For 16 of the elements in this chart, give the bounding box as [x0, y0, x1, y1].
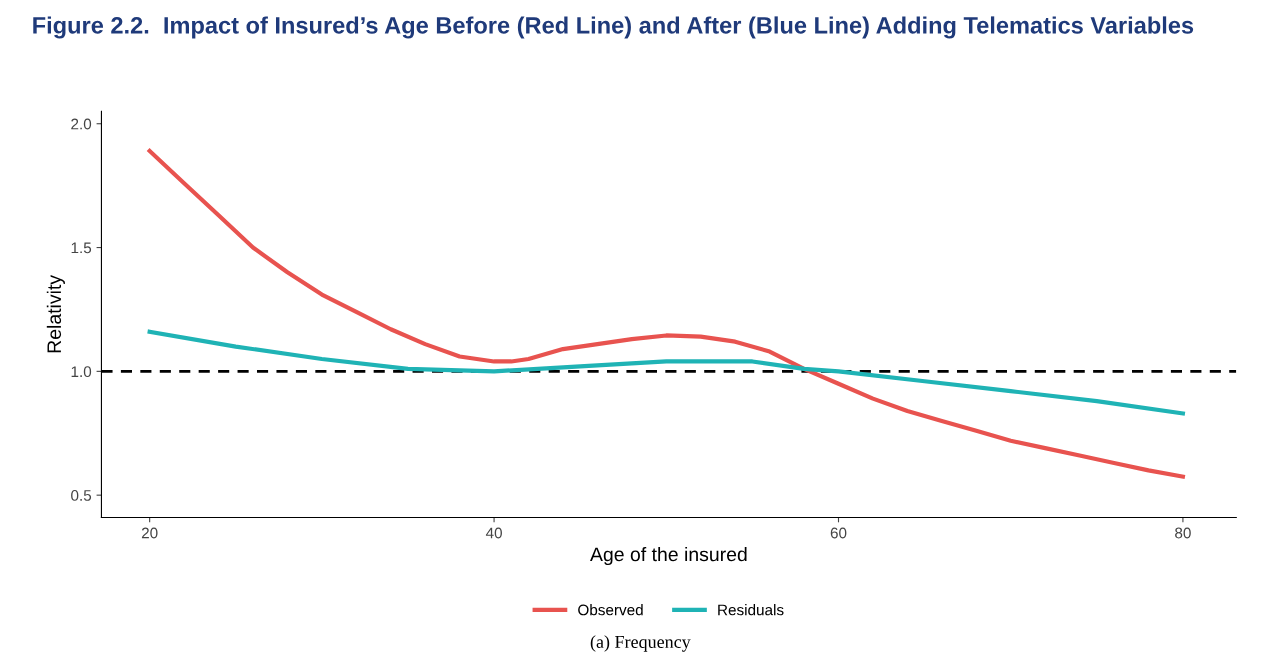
legend-label: Residuals	[718, 604, 784, 616]
y-axis-title: Relativity	[46, 275, 65, 353]
text: (a) Frequency	[590, 635, 691, 652]
x-tick-label: 60	[830, 527, 847, 539]
line-series	[147, 148, 1186, 479]
x-tick-label: 80	[1175, 527, 1191, 539]
x-tick-label: 40	[485, 527, 502, 539]
y-tick-label: 2.0	[71, 118, 92, 130]
y-tick-label: 1.5	[71, 242, 92, 254]
x-tick-label: 20	[141, 527, 158, 539]
y-tick-label: 0.5	[71, 490, 92, 501]
legend-label: Observed	[578, 604, 643, 616]
line-series	[147, 329, 1186, 416]
x-axis-title: Age of the insured	[590, 546, 747, 566]
y-tick-label: 1.0	[71, 366, 92, 378]
chart-title: Figure 2.2. Impact of Insured’s Age Before (Red Line) and After (Blue Line) Adding Telematics Variables	[33, 16, 1194, 39]
